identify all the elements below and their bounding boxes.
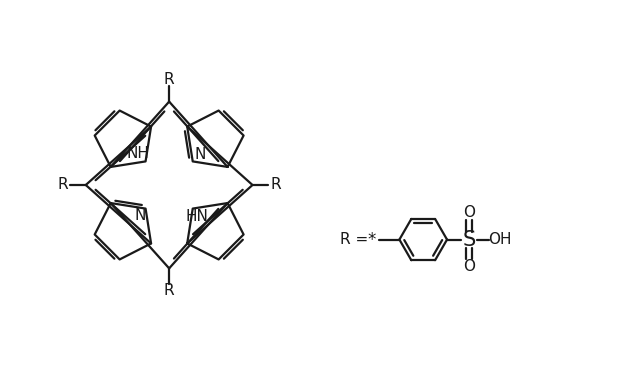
Text: NH: NH: [126, 146, 149, 161]
Text: R: R: [58, 177, 68, 193]
Text: *: *: [367, 231, 376, 249]
Text: R: R: [164, 72, 175, 87]
Text: R: R: [164, 283, 175, 298]
Text: S: S: [462, 230, 476, 249]
Text: N: N: [195, 147, 206, 162]
Text: N: N: [134, 208, 145, 223]
Text: OH: OH: [488, 232, 511, 247]
Text: O: O: [463, 205, 475, 220]
Text: O: O: [463, 259, 475, 274]
Text: HN: HN: [185, 209, 208, 224]
Text: R =: R =: [340, 232, 368, 247]
Text: R: R: [270, 177, 281, 193]
